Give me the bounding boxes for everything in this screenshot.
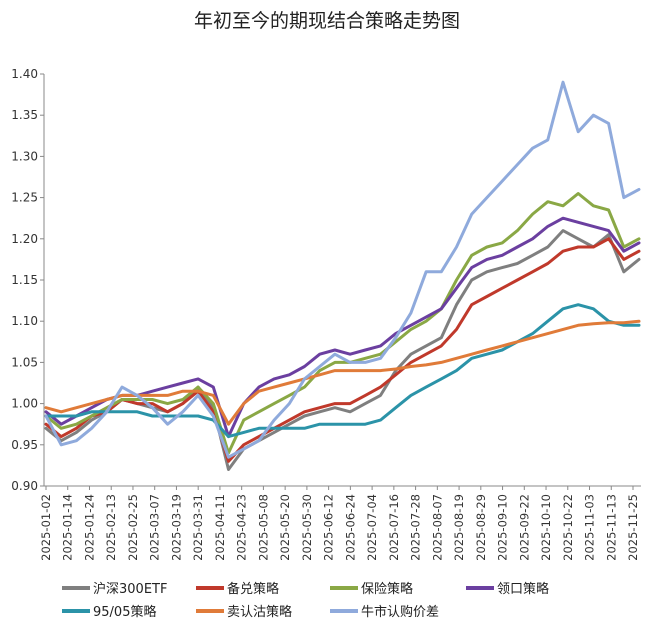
x-tick-label: 2025-05-20 bbox=[278, 494, 292, 561]
y-tick-label: 1.20 bbox=[11, 232, 38, 246]
y-axis: 0.90 0.95 1.00 1.05 1.10 1.15 1.20 1.25 1.30 1.35… bbox=[11, 67, 45, 493]
x-tick-label: 2025-04-23 bbox=[235, 494, 249, 561]
x-axis: 2025-01-02 2025-01-14 2025-01-24 2025-02-13… bbox=[39, 485, 641, 561]
series-line-3 bbox=[44, 192, 641, 455]
x-tick-label: 2025-03-19 bbox=[169, 494, 183, 561]
y-tick-label: 1.40 bbox=[11, 67, 38, 81]
series-line-1 bbox=[44, 229, 641, 471]
legend-label: 95/05策略 bbox=[93, 604, 156, 620]
x-tick-label: 2025-03-07 bbox=[148, 494, 162, 561]
x-tick-label: 2025-07-04 bbox=[365, 494, 379, 561]
x-tick-label: 2025-09-10 bbox=[496, 494, 510, 561]
x-tick-label: 2025-04-11 bbox=[213, 494, 227, 561]
x-tick-label: 2025-05-08 bbox=[256, 494, 270, 561]
legend-label: 备兑策略 bbox=[227, 581, 279, 597]
x-tick-label: 2025-01-02 bbox=[39, 494, 53, 561]
y-tick-label: 1.15 bbox=[11, 273, 38, 287]
legend-label: 卖认沽策略 bbox=[227, 604, 292, 620]
x-tick-label: 2025-07-28 bbox=[409, 494, 423, 561]
x-tick-label: 2025-08-19 bbox=[452, 494, 466, 561]
series-line-4 bbox=[44, 216, 641, 439]
x-tick-label: 2025-11-03 bbox=[583, 494, 597, 561]
x-tick-label: 2025-02-13 bbox=[104, 494, 118, 561]
x-tick-label: 2025-05-30 bbox=[300, 494, 314, 561]
x-tick-label: 2025-09-22 bbox=[517, 494, 531, 561]
x-tick-label: 2025-06-24 bbox=[343, 494, 357, 561]
x-tick-label: 2025-11-25 bbox=[626, 494, 640, 561]
y-tick-label: 1.10 bbox=[11, 314, 38, 328]
y-tick-label: 1.05 bbox=[11, 355, 38, 369]
legend-label: 沪深300ETF bbox=[93, 581, 167, 597]
y-tick-label: 0.90 bbox=[11, 479, 38, 493]
x-tick-label: 2025-03-31 bbox=[191, 494, 205, 561]
y-tick-label: 1.30 bbox=[11, 149, 38, 163]
x-tick-label: 2025-08-29 bbox=[474, 494, 488, 561]
y-tick-label: 0.95 bbox=[11, 438, 38, 452]
legend-label: 牛市认购价差 bbox=[361, 604, 439, 620]
legend: 沪深300ETF 备兑策略 保险策略 领口策略 95/05策略 卖认沽策略 牛市认购价差 bbox=[62, 581, 549, 620]
series-line-7 bbox=[44, 80, 641, 459]
series-line-2 bbox=[44, 237, 641, 463]
y-tick-label: 1.35 bbox=[11, 108, 38, 122]
series-line-5 bbox=[44, 303, 641, 439]
legend-label: 保险策略 bbox=[361, 581, 413, 597]
chart-title: 年初至今的期现结合策略走势图 bbox=[194, 10, 460, 32]
x-tick-label: 2025-06-12 bbox=[322, 494, 336, 561]
legend-label: 领口策略 bbox=[497, 581, 549, 597]
x-tick-label: 2025-10-10 bbox=[539, 494, 553, 561]
x-tick-label: 2025-01-14 bbox=[61, 494, 75, 561]
series-layer bbox=[44, 80, 641, 471]
x-tick-label: 2025-07-16 bbox=[387, 494, 401, 561]
x-tick-label: 2025-10-22 bbox=[561, 494, 575, 561]
x-tick-label: 2025-01-24 bbox=[82, 494, 96, 561]
series-line-6 bbox=[44, 319, 641, 426]
x-tick-label: 2025-11-13 bbox=[604, 494, 618, 561]
y-tick-label: 1.25 bbox=[11, 191, 38, 205]
x-tick-label: 2025-02-25 bbox=[126, 494, 140, 561]
y-tick-label: 1.00 bbox=[11, 397, 38, 411]
x-tick-label: 2025-08-07 bbox=[430, 494, 444, 561]
